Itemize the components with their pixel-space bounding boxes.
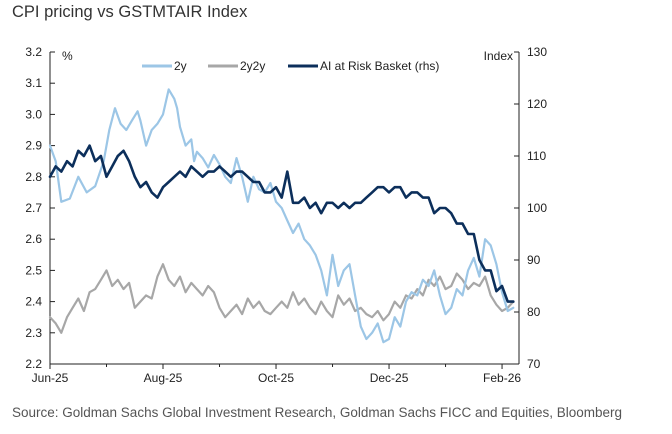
left-tick-label: 2.6 <box>25 232 42 246</box>
x-tick-label: Oct-25 <box>258 371 294 385</box>
series-line-2y <box>48 88 515 344</box>
left-unit-label: % <box>62 49 73 63</box>
series-line-2y2y <box>48 263 515 334</box>
chart-source: Source: Goldman Sachs Global Investment … <box>12 405 623 420</box>
legend-label: 2y2y <box>240 59 265 73</box>
right-tick-label: 110 <box>527 149 546 163</box>
series-layer <box>48 88 515 344</box>
series-line-ai-at-risk-basket-rhs <box>48 144 515 303</box>
axes <box>49 51 520 369</box>
x-tick-label: Jun-25 <box>32 371 69 385</box>
labels-layer: 3.2 3.1 3.0 2.9 2.8 2.7 2.6 2.5 2.4 2.3 2.2 130 120 1… <box>25 45 547 385</box>
left-tick-label: 2.9 <box>25 139 42 153</box>
right-tick-label: 100 <box>527 201 547 215</box>
right-unit-label: Index <box>484 49 513 63</box>
left-tick-label: 3.2 <box>25 45 42 59</box>
left-tick-label: 2.3 <box>25 326 42 340</box>
right-tick-label: 70 <box>527 357 541 371</box>
left-tick-label: 3.1 <box>25 76 42 90</box>
left-tick-label: 2.7 <box>25 201 42 215</box>
x-tick-label: Feb-26 <box>483 371 521 385</box>
right-tick-label: 120 <box>527 97 547 111</box>
x-tick-label: Aug-25 <box>144 371 183 385</box>
legend-label: AI at Risk Basket (rhs) <box>320 59 439 73</box>
left-tick-label: 2.2 <box>25 357 42 371</box>
left-tick-label: 2.5 <box>25 263 42 277</box>
right-tick-label: 90 <box>527 253 541 267</box>
chart-title: CPI pricing vs GSTMTAIR Index <box>12 3 248 21</box>
left-tick-label: 2.4 <box>25 295 42 309</box>
left-tick-label: 3.0 <box>25 107 42 121</box>
legend-label: 2y <box>174 59 187 73</box>
x-tick-label: Dec-25 <box>370 371 409 385</box>
right-tick-label: 80 <box>527 305 541 319</box>
right-tick-label: 130 <box>527 45 547 59</box>
left-tick-label: 2.8 <box>25 170 42 184</box>
legend: 2y 2y2y AI at Risk Basket (rhs) <box>142 59 439 73</box>
